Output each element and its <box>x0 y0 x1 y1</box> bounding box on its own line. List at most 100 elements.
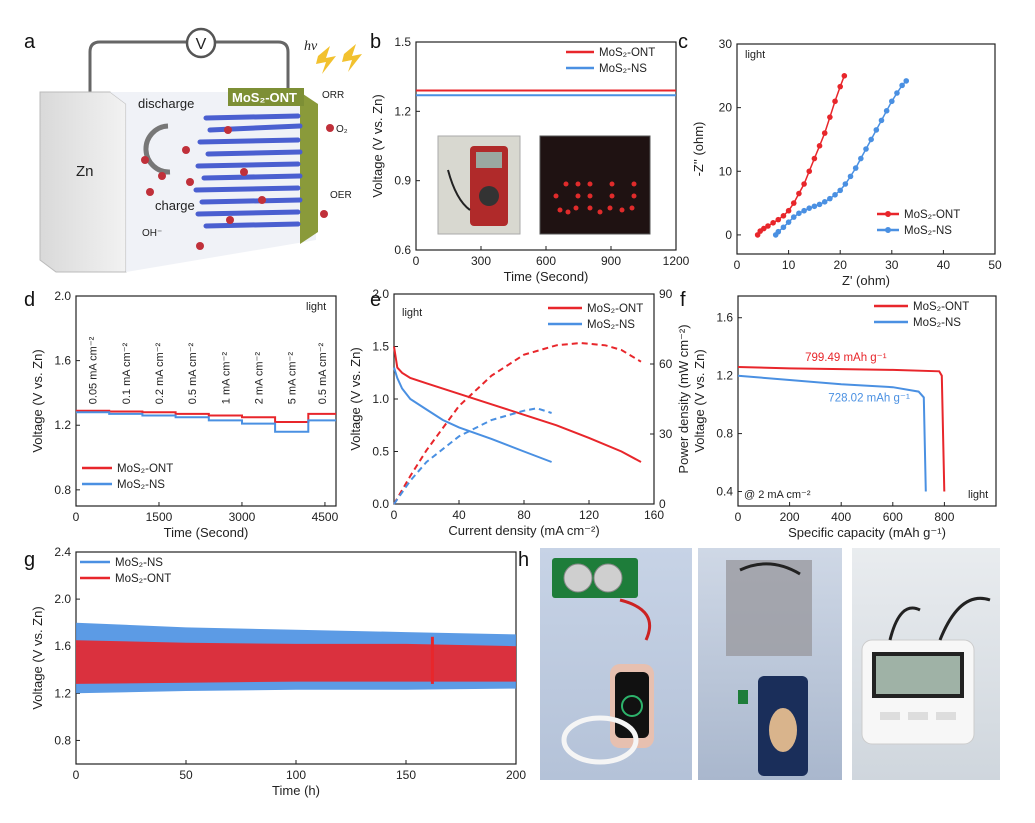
data-point <box>832 192 838 198</box>
y-tick-label: 0.0 <box>372 497 389 511</box>
inset-photo-led-display <box>539 135 651 235</box>
legend-label: MoS₂-NS <box>117 479 165 491</box>
y2-tick-label: 90 <box>659 287 673 301</box>
data-point <box>827 195 833 202</box>
annotation-light: light <box>306 301 326 313</box>
x-tick-label: 0 <box>391 508 398 522</box>
data-point <box>816 143 823 149</box>
data-point <box>785 219 792 225</box>
y2-tick-label: 60 <box>659 357 673 371</box>
y-tick-label: 0.4 <box>716 485 733 499</box>
data-point <box>868 136 874 143</box>
y-tick-label: 10 <box>719 164 733 178</box>
coin-cell-icon <box>593 563 623 593</box>
legend-label: MoS₂-ONT <box>913 301 969 313</box>
plot-frame <box>737 295 997 507</box>
y-tick-label: 0 <box>725 228 732 242</box>
x-tick-label: 400 <box>831 510 851 524</box>
capacity-label-ont: 799.49 mAh g⁻¹ <box>805 352 887 364</box>
oer-label: OER <box>330 190 352 201</box>
wire-left <box>88 40 186 96</box>
x-tick-label: 30 <box>885 258 899 272</box>
x-tick-label: 50 <box>179 768 193 782</box>
data-point <box>785 207 792 214</box>
y-tick-label: 2.0 <box>54 592 71 606</box>
y-tick-label: 1.5 <box>394 35 411 49</box>
x-tick-label: 40 <box>452 508 466 522</box>
panel-d-letter: d <box>24 289 35 311</box>
data-point <box>858 155 864 162</box>
x-tick-label: 800 <box>934 510 954 524</box>
data-point <box>811 203 818 210</box>
legend-label: MoS₂-ONT <box>115 573 171 585</box>
data-point <box>841 73 848 79</box>
series-line <box>76 411 336 433</box>
light-label: hν <box>304 39 318 54</box>
data-point <box>863 146 869 152</box>
x-tick-label: 0 <box>73 510 80 524</box>
data-point <box>903 78 910 84</box>
orr-label: ORR <box>322 90 344 101</box>
data-point <box>790 214 797 220</box>
x-tick-label: 200 <box>506 768 526 782</box>
data-point <box>832 98 838 105</box>
x-tick-label: 1200 <box>663 254 690 268</box>
x-tick-label: 120 <box>579 508 599 522</box>
data-point <box>873 127 880 133</box>
data-point <box>761 225 767 232</box>
data-point <box>827 114 833 120</box>
current-density-label: 0.2 mA cm⁻² <box>154 342 166 404</box>
chart-e: 0 40 80 120 160 0.0 0.5 1.0 1.5 2.0 Current densit… <box>348 287 691 538</box>
x-tick-label: 300 <box>471 254 491 268</box>
current-density-label: 1 mA cm⁻² <box>220 352 232 405</box>
x-tick-label: 4500 <box>312 510 339 524</box>
data-point <box>899 82 905 89</box>
panel-g-letter: g <box>24 549 35 571</box>
legend-label: MoS₂-NS <box>115 557 163 569</box>
y-axis-title: Voltage (V vs. Zn) <box>30 606 45 709</box>
data-point <box>775 228 782 235</box>
data-point <box>770 220 776 226</box>
power-density-curve <box>393 407 552 505</box>
polarization-curve <box>393 346 642 463</box>
y-tick-label: 1.2 <box>54 686 71 700</box>
data-point <box>889 98 895 105</box>
panel-h-photos <box>540 548 1000 780</box>
discharge-label: discharge <box>138 96 194 111</box>
x-tick-label: 600 <box>536 254 556 268</box>
y-axis-title: -Z'' (ohm) <box>691 122 706 177</box>
y-axis-title: Voltage (V vs. Zn) <box>692 349 707 452</box>
data-point <box>883 108 890 114</box>
x-tick-label: 150 <box>396 768 416 782</box>
y-tick-label: 1.0 <box>372 392 389 406</box>
led-pattern <box>553 181 637 215</box>
series-line <box>737 366 946 492</box>
current-density-label: 5 mA cm⁻² <box>287 352 299 405</box>
x-tick-label: 40 <box>937 258 951 272</box>
plot-frame <box>75 295 337 507</box>
data-point <box>878 117 885 124</box>
y-axis-title: Voltage (V vs. Zn) <box>348 347 363 450</box>
legend-label: MoS₂-NS <box>599 63 647 75</box>
y-tick-label: 0.8 <box>716 427 733 441</box>
data-point <box>852 165 859 171</box>
legend-label: MoS₂-NS <box>913 317 961 329</box>
data-point <box>796 190 802 197</box>
y-tick-label: 1.2 <box>716 369 733 383</box>
chart-d: 0 1500 3000 4500 0.8 1.2 1.6 2.0 Time (Second) Vo… <box>30 289 339 540</box>
x-tick-label: 900 <box>601 254 621 268</box>
current-density-label: 0.1 mA cm⁻² <box>121 342 133 404</box>
y-tick-label: 0.9 <box>394 174 411 188</box>
panel-f-letter: f <box>680 289 686 311</box>
x-tick-label: 3000 <box>229 510 256 524</box>
condition-label: @ 2 mA cm⁻² <box>744 489 811 501</box>
y-tick-label: 2.0 <box>54 289 71 303</box>
oxygen-molecules <box>141 124 334 250</box>
x-tick-label: 1500 <box>146 510 173 524</box>
charge-label: charge <box>155 198 195 213</box>
data-point <box>837 187 843 194</box>
data-point <box>894 90 900 96</box>
x-tick-label: 20 <box>834 258 848 272</box>
series-line <box>76 409 336 423</box>
x-tick-label: 200 <box>780 510 800 524</box>
